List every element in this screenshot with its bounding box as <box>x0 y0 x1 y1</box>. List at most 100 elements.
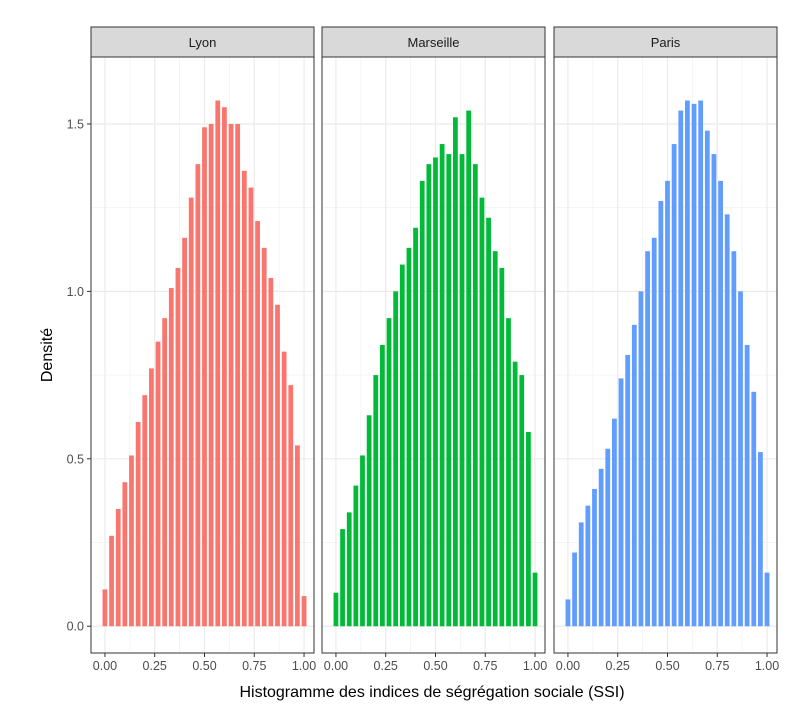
histogram-bar <box>691 103 697 627</box>
histogram-bar <box>506 318 511 627</box>
facet-strip <box>321 26 546 58</box>
histogram-bar <box>102 589 108 627</box>
x-tick-label: 0.75 <box>705 659 729 673</box>
histogram-bar <box>718 180 723 627</box>
panel-border <box>90 56 315 654</box>
facet-strip-label: Paris <box>651 35 681 50</box>
histogram-bar <box>479 197 485 627</box>
facet-panels: Lyon 0.00 0.25 0.50 0.75 1.00 Marseille 0.00 0.2… <box>90 26 779 673</box>
histogram-bar <box>135 421 141 627</box>
histogram-bar <box>366 415 372 627</box>
histogram-bar <box>241 170 247 627</box>
histogram-bar <box>235 123 241 627</box>
histogram-bar <box>658 200 664 627</box>
histogram-bar <box>275 304 280 627</box>
histogram-bar <box>353 485 359 627</box>
histogram-bar <box>612 418 617 627</box>
histogram-bar <box>202 127 207 627</box>
histogram-bar <box>625 355 631 627</box>
histogram-bar <box>340 529 345 627</box>
histogram-bar <box>698 100 704 627</box>
x-tick-label: 0.00 <box>556 659 580 673</box>
histogram-bar <box>360 455 365 627</box>
histogram-bar <box>651 237 657 627</box>
histogram-bar <box>386 318 392 627</box>
histogram-bar <box>711 154 717 627</box>
histogram-bar <box>182 237 187 627</box>
panel-border <box>553 56 778 654</box>
histogram-bar <box>638 291 644 627</box>
histogram-bar <box>738 291 743 627</box>
histogram-bar <box>585 505 591 627</box>
facet-strip <box>553 26 778 58</box>
x-tick-label: 0.50 <box>192 659 216 673</box>
y-tick-label: 1.0 <box>67 285 84 299</box>
histogram-bar <box>598 468 604 627</box>
histogram-bar <box>645 251 650 627</box>
histogram-bar <box>168 288 174 627</box>
histogram-bar <box>109 535 114 627</box>
histogram-bar <box>439 144 445 627</box>
x-axis-title: Histogramme des indices de ségrégation s… <box>239 684 624 701</box>
facet-strip-label: Lyon <box>189 35 217 50</box>
histogram-bar <box>346 512 352 627</box>
histogram-bar <box>744 344 750 627</box>
histogram-bar <box>472 164 478 627</box>
histogram-bar <box>155 341 161 627</box>
histogram-bar <box>466 110 472 627</box>
histogram-bar <box>129 455 134 627</box>
bars <box>333 110 538 627</box>
bars <box>102 100 307 627</box>
histogram-bar <box>453 117 458 627</box>
histogram-bar <box>704 130 710 627</box>
histogram-bar <box>605 448 611 627</box>
x-tick-label: 1.00 <box>523 659 547 673</box>
x-tick-label: 0.50 <box>655 659 679 673</box>
histogram-bar <box>519 375 525 627</box>
facet-panel-marseille: Marseille 0.00 0.25 0.50 0.75 1.00 <box>321 26 547 673</box>
histogram-bar <box>685 100 690 627</box>
histogram-bar <box>459 154 465 627</box>
histogram-bar <box>724 214 730 627</box>
histogram-bar <box>419 180 425 627</box>
histogram-bar <box>195 164 201 627</box>
histogram-bar <box>142 395 148 627</box>
histogram-bar <box>492 251 498 627</box>
y-tick-label: 0.5 <box>67 452 84 466</box>
histogram-bar <box>281 351 287 627</box>
histogram-bar <box>406 247 412 627</box>
x-tick-label: 1.00 <box>292 659 316 673</box>
x-tick-label: 0.25 <box>143 659 167 673</box>
facet-strip-label: Marseille <box>407 35 459 50</box>
histogram-bar <box>115 509 121 627</box>
histogram-bar <box>433 157 438 627</box>
histogram-bar <box>413 227 418 627</box>
histogram-bar <box>188 197 194 627</box>
histogram-bar <box>122 482 128 627</box>
facet-panel-lyon: Lyon 0.00 0.25 0.50 0.75 1.00 <box>90 26 316 673</box>
x-tick-label: 0.25 <box>374 659 398 673</box>
histogram-bar <box>678 110 684 627</box>
histogram-bar <box>162 318 168 627</box>
facet-panel-paris: Paris 0.00 0.25 0.50 0.75 1.00 <box>553 26 779 673</box>
histogram-bar <box>446 154 452 627</box>
histogram-bar <box>248 187 254 627</box>
y-axis: 0.0 0.5 1.0 1.5 <box>67 117 91 634</box>
histogram-bar <box>208 123 214 627</box>
histogram-bar <box>295 445 300 627</box>
histogram-bar <box>426 164 432 627</box>
histogram-bar <box>631 324 637 627</box>
x-tick-label: 0.00 <box>324 659 348 673</box>
histogram-bar <box>592 488 597 627</box>
y-tick-label: 0.0 <box>67 620 84 634</box>
histogram-bar <box>255 221 260 627</box>
panel-border <box>321 56 546 654</box>
histogram-bar <box>671 144 677 627</box>
y-axis-title: Densité <box>39 328 56 382</box>
histogram-bar <box>751 391 757 627</box>
histogram-bar <box>149 368 154 627</box>
x-tick-label: 1.00 <box>755 659 779 673</box>
y-tick-label: 1.5 <box>67 117 84 131</box>
histogram-bar <box>333 592 339 627</box>
